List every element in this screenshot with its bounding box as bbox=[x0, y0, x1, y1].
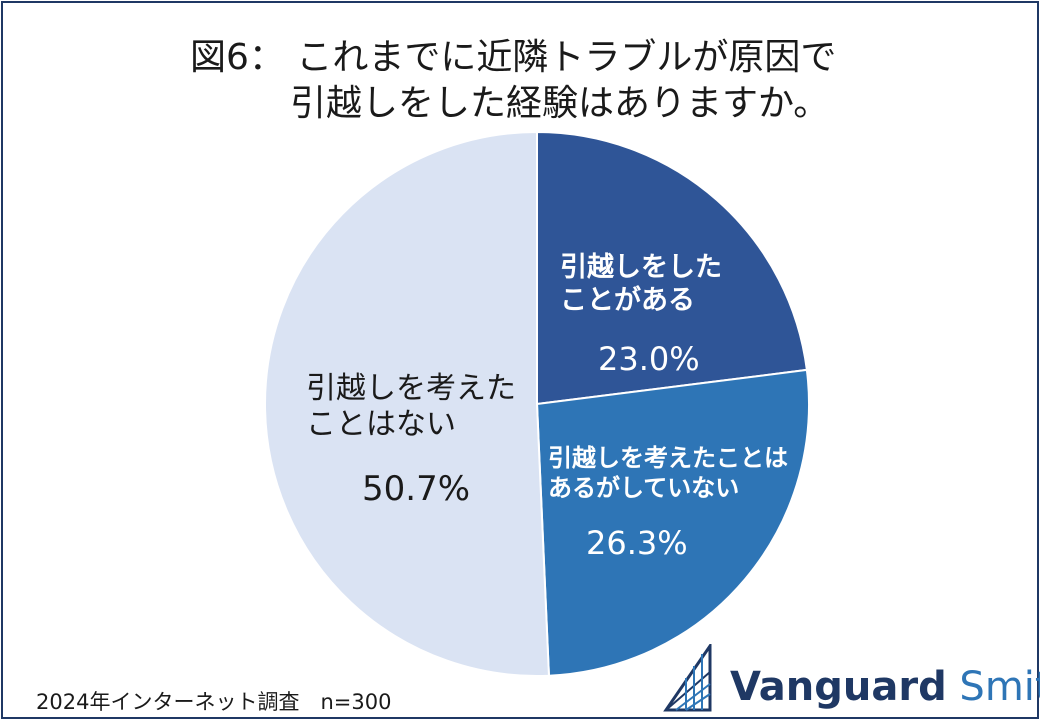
slice-3-label-line-1: 引越しを考えた bbox=[306, 371, 516, 406]
chart-title-line-2: 引越しをした経験はありますか。 bbox=[290, 83, 830, 124]
brand-name-bold: Vanguard bbox=[730, 664, 947, 710]
slice-3-label-line-2: ことはない bbox=[306, 407, 456, 442]
brand-name: Vanguard Smith bbox=[730, 667, 1040, 707]
pie-slice-3 bbox=[264, 130, 551, 677]
slice-1-label-line-2: ことがある bbox=[560, 284, 695, 316]
slice-2-value-label: 26.3% bbox=[586, 524, 688, 562]
pie-slice-1 bbox=[536, 130, 808, 406]
slice-1-label-line-1: 引越しをした bbox=[560, 252, 722, 283]
pie-slice-2 bbox=[535, 368, 810, 677]
slice-2-label-line-2: あるがしていない bbox=[548, 474, 739, 502]
vanguard-smith-logo-icon bbox=[663, 644, 712, 712]
chart-title-line-1: 図6： これまでに近隣トラブルが原因で bbox=[190, 37, 837, 78]
brand-name-light: Smith bbox=[959, 664, 1040, 710]
survey-note: 2024年インターネット調査 n=300 bbox=[36, 690, 392, 714]
slice-2-label-line-1: 引越しを考えたことは bbox=[548, 444, 788, 472]
slice-3-value-label: 50.7% bbox=[362, 469, 470, 509]
slice-1-value-label: 23.0% bbox=[598, 340, 700, 378]
